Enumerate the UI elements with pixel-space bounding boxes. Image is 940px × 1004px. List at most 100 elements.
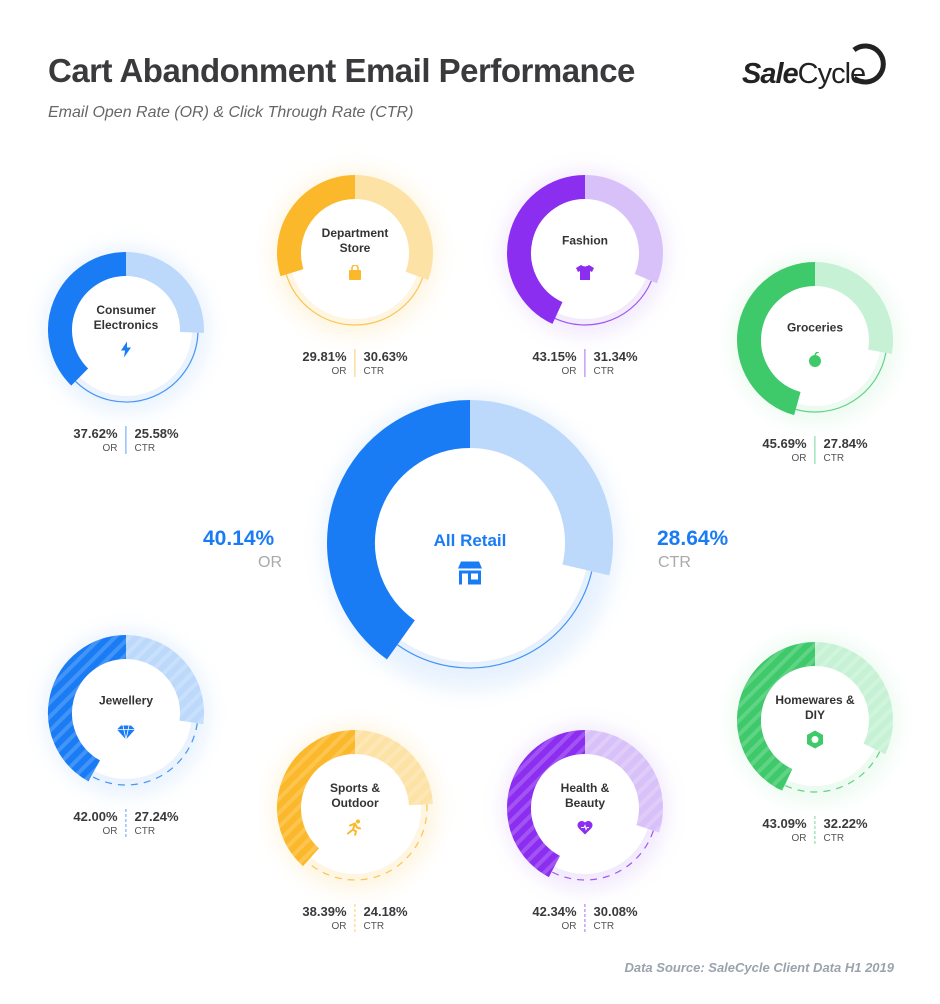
or-stat: 45.69% OR (762, 436, 814, 464)
ctr-arc (814, 262, 893, 354)
t-shirt-icon (576, 265, 594, 285)
or-key: OR (791, 833, 807, 844)
ctr-stat: 27.84% CTR (816, 436, 868, 464)
or-stat: 42.34% OR (532, 904, 584, 932)
overall-or-value: 40.14% (203, 527, 275, 550)
category-name: Jewellery (98, 693, 154, 708)
or-key: OR (791, 453, 807, 464)
ctr-key: CTR (593, 366, 615, 377)
remainder-line (784, 751, 881, 793)
ctr-arc (354, 175, 433, 281)
store-icon (457, 561, 483, 590)
ctr-key: CTR (363, 921, 385, 932)
or-key: OR (561, 921, 577, 932)
ctr-key: CTR (823, 453, 845, 464)
heart-icon (577, 820, 593, 840)
ctr-stat: 25.58% CTR (127, 426, 179, 454)
stats-hd: 43.09% OR 32.22% CTR (762, 816, 868, 844)
divider (125, 426, 127, 454)
or-key: OR (331, 366, 347, 377)
or-value: 43.15% (532, 349, 577, 364)
ctr-arc (125, 635, 204, 724)
divider (584, 904, 586, 932)
donut-hd (733, 638, 897, 802)
or-arc (277, 730, 356, 867)
or-arc (48, 252, 127, 386)
remainder-line (75, 332, 199, 403)
donut-ce (44, 248, 208, 412)
divider (814, 816, 816, 844)
ctr-value: 25.58% (134, 426, 179, 441)
divider (814, 436, 816, 464)
or-key: OR (331, 921, 347, 932)
ctr-value: 24.18% (363, 904, 408, 919)
ctr-arc (584, 175, 663, 284)
divider (584, 349, 586, 377)
or-arc (737, 642, 816, 791)
or-value: 45.69% (762, 436, 807, 451)
diamond-icon (117, 725, 135, 745)
or-stat: 38.39% OR (302, 904, 354, 932)
category-name: Health & Beauty (560, 781, 610, 810)
or-arc (48, 635, 127, 782)
ctr-arc (584, 730, 663, 833)
or-value: 43.09% (762, 816, 807, 831)
stats-je: 42.00% OR 27.24% CTR (73, 809, 179, 837)
or-stat: 43.15% OR (532, 349, 584, 377)
ctr-stat: 31.34% CTR (586, 349, 638, 377)
page-subtitle: Email Open Rate (OR) & Click Through Rat… (48, 104, 414, 121)
ctr-stat: 24.18% CTR (356, 904, 408, 932)
or-stat: 42.00% OR (73, 809, 125, 837)
ctr-arc (354, 730, 433, 806)
divider (354, 349, 356, 377)
ctr-value: 31.34% (593, 349, 638, 364)
ctr-value: 30.63% (363, 349, 408, 364)
ctr-stat: 30.63% CTR (356, 349, 408, 377)
stats-hb: 42.34% OR 30.08% CTR (532, 904, 638, 932)
or-stat: 43.09% OR (762, 816, 814, 844)
divider (125, 809, 127, 837)
shopping-bag-icon (348, 264, 362, 285)
ctr-stat: 30.08% CTR (586, 904, 638, 932)
lightning-icon (120, 341, 132, 363)
ctr-key: CTR (134, 826, 156, 837)
or-value: 42.34% (532, 904, 577, 919)
or-arc (507, 175, 586, 324)
page-title: Cart Abandonment Email Performance (48, 52, 635, 89)
hex-nut-icon (806, 730, 824, 754)
overall-or-key: OR (258, 554, 282, 571)
or-arc (277, 175, 356, 277)
remainder-line (397, 571, 593, 669)
ctr-arc (125, 252, 204, 333)
or-key: OR (102, 443, 118, 454)
ctr-value: 27.24% (134, 809, 179, 824)
ctr-stat: 27.24% CTR (127, 809, 179, 837)
ctr-arc (469, 400, 613, 576)
category-name: Fashion (561, 233, 608, 248)
ctr-value: 27.84% (823, 436, 868, 451)
apple-icon (808, 351, 822, 372)
overall-ctr-value: 28.64% (657, 527, 729, 550)
remainder-line (554, 280, 652, 326)
remainder-line (285, 274, 424, 326)
ctr-key: CTR (134, 443, 156, 454)
category-name: Consumer Electronics (93, 303, 159, 332)
ctr-key: CTR (593, 921, 615, 932)
or-stat: 37.62% OR (73, 426, 125, 454)
remainder-line (795, 352, 887, 413)
or-key: OR (561, 366, 577, 377)
or-value: 37.62% (73, 426, 118, 441)
category-name: Sports & Outdoor (329, 781, 380, 810)
donut-je (44, 631, 208, 795)
donut-all (323, 396, 617, 690)
stats-fa: 43.15% OR 31.34% CTR (532, 349, 638, 377)
stats-ce: 37.62% OR 25.58% CTR (73, 426, 179, 454)
ctr-value: 32.22% (823, 816, 868, 831)
or-arc (737, 262, 816, 416)
or-key: OR (102, 826, 118, 837)
ctr-key: CTR (823, 833, 845, 844)
overall-name: All Retail (433, 531, 507, 550)
or-arc (327, 400, 471, 660)
